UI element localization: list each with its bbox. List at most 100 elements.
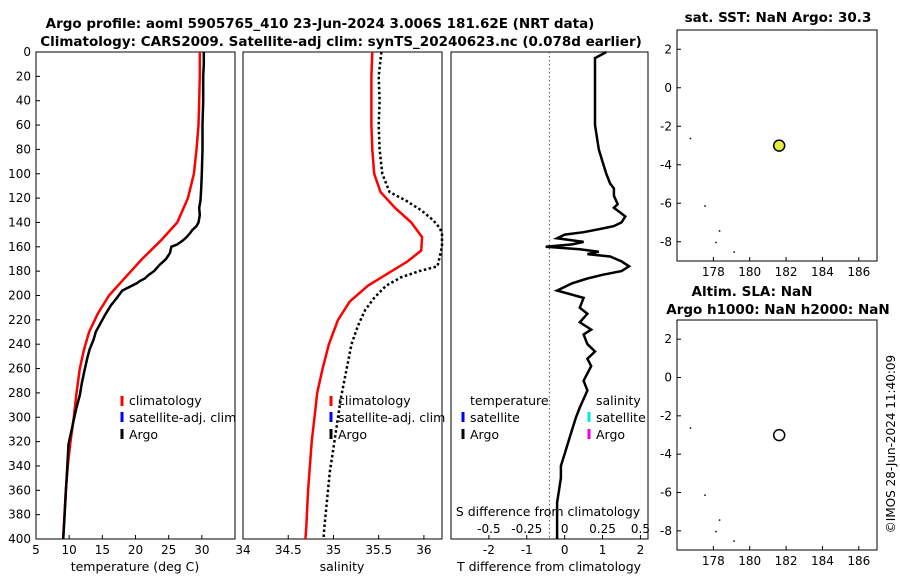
legend-label-t-argo: Argo [470,427,499,442]
depth-tick-label: 260 [8,362,31,376]
t-difference-argo-line [545,50,632,539]
depth-tick-label: 140 [8,215,31,229]
sla-map-y-tick-label: -6 [660,486,672,500]
island-mark [689,427,692,429]
legend-label-satellite: satellite-adj. clim [338,410,445,425]
s-difference-axis-label: S difference from climatology [456,504,641,519]
t-difference-tick-label: 1 [599,543,607,557]
sla-map-y-tick-label: -4 [660,447,672,461]
sst-map-x-tick-label: 178 [702,265,725,279]
s-difference-tick-label: 0 [561,522,569,536]
sst-map-x-tick-label: 184 [811,265,834,279]
depth-tick-label: 160 [8,240,31,254]
temperature-axis-label: temperature (deg C) [71,559,200,574]
salinity-argo-line [322,51,444,540]
sla-map-x-tick-label: 184 [811,554,834,568]
depth-tick-label: 240 [8,337,31,351]
island-mark [718,519,721,521]
s-difference-tick-label: 0.25 [589,522,616,536]
title-line-2: Climatology: CARS2009. Satellite-adj cli… [40,34,642,50]
t-difference-tick-label: -2 [483,543,495,557]
t-difference-tick-label: -1 [521,543,533,557]
temperature-tick-label: 10 [62,543,77,557]
island-mark [733,251,735,253]
legend-label-t-satellite: satellite [470,410,520,425]
temperature-argo-line [61,52,206,540]
legend-label-satellite: satellite-adj. clim [129,410,236,425]
salinity-legend: climatology satellite-adj. clim Argo [329,393,445,442]
legend-heading-salinity: salinity [596,393,641,408]
sla-map-y-tick-label: -8 [660,524,672,538]
depth-tick-label: 360 [8,483,31,497]
temperature-climatology-line [61,52,202,540]
title-line-1: Argo profile: aoml 5905765_410 23-Jun-20… [46,16,595,32]
depth-tick-label: 220 [8,313,31,327]
depth-tick-label: 320 [8,435,31,449]
salinity-tick-label: 35 [326,543,341,557]
sla-map-frame [676,319,878,551]
island-mark [733,540,735,542]
island-mark [704,205,706,207]
legend-label-climatology: climatology [338,393,411,408]
salinity-panel-frame [242,51,443,540]
depth-tick-label: 120 [8,191,31,205]
sst-map-x-tick-label: 186 [847,265,870,279]
sla-map-title-1: Altim. SLA: NaN [692,284,813,300]
legend-label-argo: Argo [129,427,158,442]
sla-map-x-tick-label: 186 [847,554,870,568]
sst-map-y-tick-label: -2 [660,119,672,133]
sst-map-y-tick-label: 2 [664,42,672,56]
t-difference-tick-label: 2 [637,543,645,557]
argo-sla-marker [772,428,786,442]
temperature-tick-label: 15 [95,543,110,557]
timestamp-text: ©IMOS 28-Jun-2024 11:40:09 [884,355,898,533]
depth-tick-label: 0 [23,45,31,59]
sla-map-y-tick-label: -2 [660,409,672,423]
depth-tick-label: 300 [8,410,31,424]
sla-map-title-2: Argo h1000: NaN h2000: NaN [666,302,889,318]
t-difference-tick-label: 0 [561,543,569,557]
island-mark [715,241,717,244]
depth-tick-label: 100 [8,167,31,181]
salinity-tick-label: 36 [416,543,431,557]
island-mark [718,230,721,232]
island-mark [689,137,692,140]
legend-heading-temperature: temperature [470,393,549,408]
temperature-tick-label: 5 [32,543,40,557]
sst-map-title: sat. SST: NaN Argo: 30.3 [685,10,872,26]
sla-map-y-tick-label: 0 [664,371,672,385]
s-difference-tick-label: -0.25 [511,522,542,536]
sst-map-frame [676,29,878,262]
depth-tick-label: 380 [8,508,31,522]
sst-map-y-tick-label: -4 [660,158,672,172]
temperature-tick-label: 30 [194,543,209,557]
island-mark [715,530,717,533]
depth-tick-label: 280 [8,386,31,400]
sst-map-y-tick-label: -6 [660,196,672,210]
legend-label-climatology: climatology [129,393,202,408]
t-difference-axis-label: T difference from climatology [456,559,642,574]
sla-map-x-tick-label: 180 [738,554,761,568]
depth-tick-label: 20 [16,69,31,83]
depth-tick-label: 400 [8,532,31,546]
legend-label-argo: Argo [338,427,367,442]
salinity-axis-label: salinity [320,559,365,574]
sla-map-x-tick-label: 182 [775,554,798,568]
s-difference-tick-label: -0.5 [477,522,500,536]
depth-tick-label: 60 [16,118,31,132]
sst-map-x-tick-label: 180 [738,265,761,279]
salinity-climatology-line [304,51,424,540]
s-difference-tick-label: 0.5 [631,522,650,536]
sst-map-y-tick-label: -8 [660,235,672,249]
island-mark [704,494,706,496]
sla-map-y-tick-label: 2 [664,332,672,346]
temperature-tick-label: 25 [161,543,176,557]
legend-label-s-satellite: satellite [596,410,646,425]
depth-tick-label: 40 [16,94,31,108]
depth-tick-label: 200 [8,289,31,303]
depth-tick-label: 80 [16,142,31,156]
argo-sst-marker [772,139,786,152]
difference-legend: temperature satellite Argo salinity sate… [461,393,646,442]
sla-map-x-tick-label: 178 [702,554,725,568]
temperature-tick-label: 20 [128,543,143,557]
